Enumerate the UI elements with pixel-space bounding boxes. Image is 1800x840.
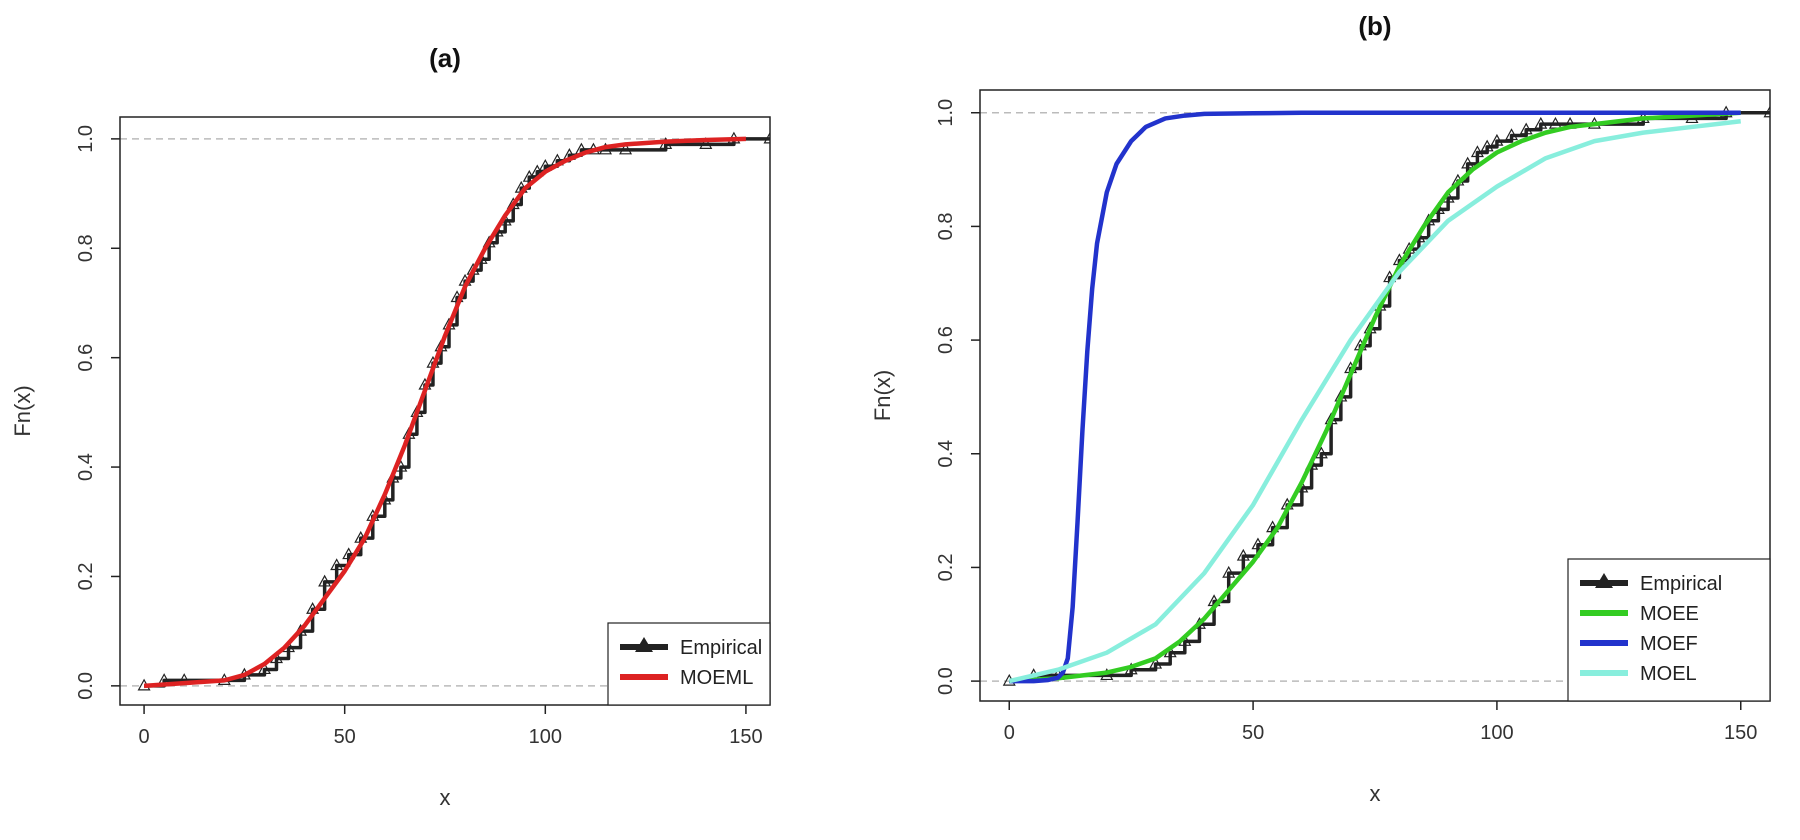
- plot-frame: [119, 116, 771, 706]
- y-axis-label: Fn(x): [870, 370, 895, 421]
- data-point: [1470, 145, 1484, 158]
- y-axis-label: Fn(x): [10, 385, 35, 436]
- y-tick-label: 0.0: [935, 667, 957, 695]
- data-point: [1236, 548, 1250, 561]
- x-tick-label: 0: [1004, 722, 1015, 744]
- y-tick-label: 0.8: [935, 213, 957, 241]
- x-tick-label: 150: [1724, 722, 1757, 744]
- data-point: [763, 131, 770, 144]
- data-point: [342, 547, 356, 560]
- data-point: [1534, 116, 1548, 129]
- y-tick-label: 0.6: [75, 344, 97, 372]
- data-point: [1461, 156, 1475, 169]
- series-line-moee: [1009, 110, 1741, 684]
- plot-area: [137, 131, 770, 691]
- x-tick-label: 100: [529, 726, 562, 748]
- legend-entry: Empirical: [1640, 573, 1722, 595]
- x-tick-label: 0: [139, 726, 150, 748]
- data-point: [699, 137, 713, 149]
- data-point: [1490, 133, 1504, 146]
- y-tick-label: 1.0: [935, 99, 957, 127]
- legend-marker: [1595, 573, 1613, 588]
- y-tick-label: 1.0: [75, 125, 97, 153]
- data-point: [330, 558, 344, 571]
- data-point: [1314, 446, 1328, 459]
- x-tick-label: 50: [334, 726, 356, 748]
- data-point: [1505, 128, 1519, 141]
- series-line-moel: [1008, 119, 1742, 684]
- y-tick-label: 0.0: [75, 672, 97, 700]
- x-axis-label: x: [1370, 781, 1381, 806]
- y-tick-label: 0.2: [935, 554, 957, 582]
- y-tick-label: 0.4: [75, 453, 97, 481]
- legend-entry: MOEF: [1640, 633, 1698, 655]
- legend: Empirical MOEML: [607, 622, 771, 706]
- legend-marker: [635, 637, 653, 652]
- series-line-empirical: [1009, 110, 1770, 683]
- panel-b: 0 50 100 150 0.0 0.2 0.4 0.6 0.8 1.0 (b) x Fn(x) Empi…: [870, 11, 1771, 806]
- chart-title: (a): [429, 43, 461, 73]
- y-tick-label: 0.6: [935, 326, 957, 354]
- plot-area: [1002, 105, 1770, 686]
- x-tick-label: 100: [1480, 722, 1513, 744]
- legend-box: [607, 622, 771, 706]
- y-tick-label: 0.4: [935, 440, 957, 468]
- data-point: [318, 574, 332, 587]
- data-point: [1519, 122, 1533, 135]
- data-point: [482, 235, 496, 248]
- legend-entry: MOEML: [680, 667, 753, 689]
- x-axis-label: x: [440, 785, 451, 810]
- legend-entry: MOEL: [1640, 663, 1697, 685]
- data-point: [257, 662, 271, 675]
- series-line-moef: [1009, 110, 1741, 684]
- data-point: [1763, 105, 1770, 118]
- data-point: [1480, 139, 1494, 152]
- plot-frame: [979, 89, 1771, 702]
- legend-entry: MOEE: [1640, 603, 1699, 625]
- x-tick-label: 150: [729, 726, 762, 748]
- data-point: [619, 142, 633, 155]
- data-point: [1222, 565, 1236, 578]
- data-point: [1251, 537, 1265, 550]
- series-line-moeml: [143, 136, 746, 689]
- series-line-empirical: [144, 137, 770, 688]
- x-tick-label: 50: [1242, 722, 1264, 744]
- data-point: [1149, 656, 1163, 669]
- legend-entry: Empirical: [680, 637, 762, 659]
- chart-title: (b): [1358, 11, 1391, 41]
- panel-a: 0 50 100 150 0.0 0.2 0.4 0.6 0.8 1.0 (a) x Fn(x) Empi…: [10, 43, 771, 810]
- y-tick-label: 0.8: [75, 234, 97, 262]
- legend: Empirical MOEE MOEF MOEL: [1567, 558, 1771, 702]
- y-tick-label: 0.2: [75, 563, 97, 591]
